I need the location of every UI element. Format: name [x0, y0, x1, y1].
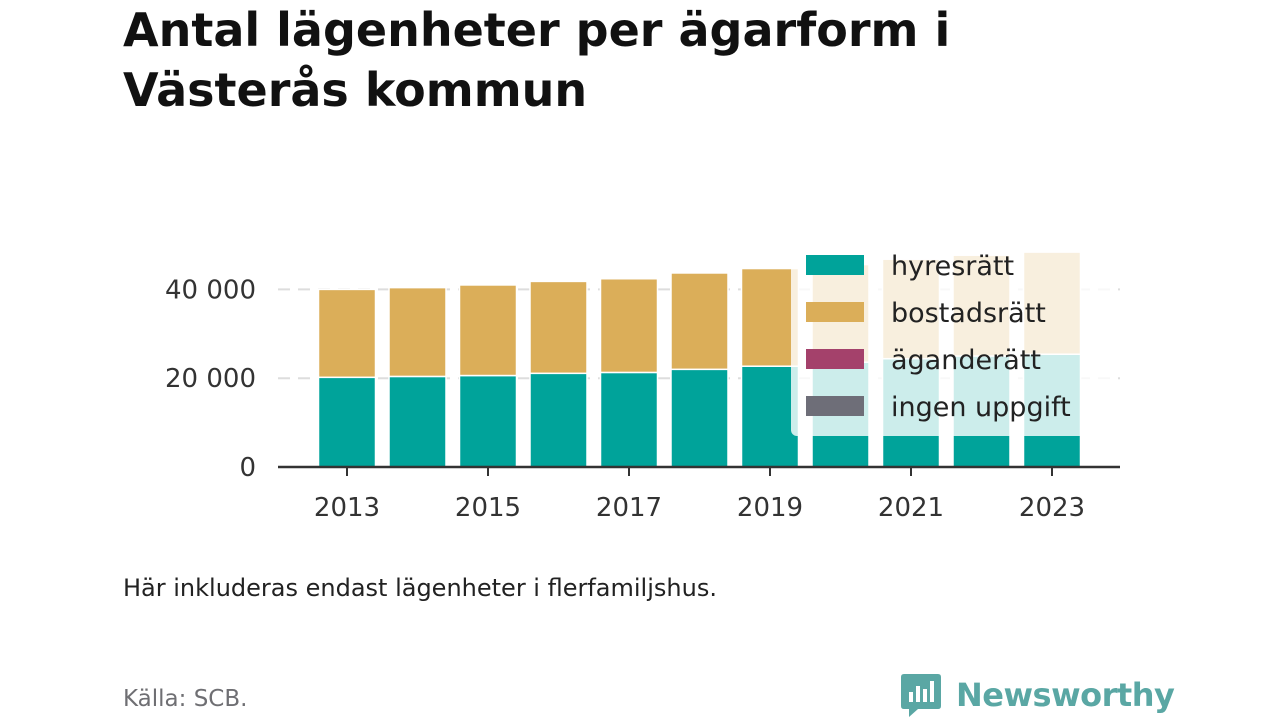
bar-1-2014	[388, 286, 447, 378]
bar-1-2018	[670, 272, 729, 371]
stacked-bar-chart: 0 20 000 40 000 2013 2015 2017 2019 2021 2023 hyr…	[165, 244, 1120, 523]
bar-0-2014	[388, 375, 447, 468]
legend-label: ingen uppgift	[891, 392, 1071, 423]
x-tick-label: 2023	[1019, 493, 1085, 523]
newsworthy-logo-icon	[901, 674, 941, 717]
legend-swatch	[806, 255, 864, 275]
newsworthy-logo: Newsworthy	[900, 670, 1175, 720]
bar-0-2019	[740, 365, 800, 468]
chart-title: Antal lägenheter per ägarform i Västerås…	[123, 3, 951, 117]
bar-0-2015	[458, 374, 518, 468]
bar-1-2016	[529, 280, 588, 375]
x-tick-label: 2017	[596, 493, 662, 523]
legend-swatch	[806, 349, 864, 369]
y-tick-label: 40 000	[165, 275, 256, 305]
bar-0-2018	[670, 368, 729, 468]
bar-1-2015	[458, 284, 518, 377]
newsworthy-logo-text: Newsworthy	[956, 676, 1175, 714]
bar-0-2017	[599, 371, 659, 468]
legend-swatch	[806, 302, 864, 322]
x-tick-label: 2015	[455, 493, 521, 523]
bar-1-2017	[599, 277, 659, 374]
chart-note: Här inkluderas endast lägenheter i flerf…	[123, 574, 717, 602]
legend-label: hyresrätt	[891, 251, 1014, 282]
bar-1-2013	[317, 288, 377, 379]
source-text: Källa: SCB.	[123, 686, 248, 712]
y-tick-label: 0	[239, 453, 256, 483]
y-tick-label: 20 000	[165, 364, 256, 394]
x-tick-label: 2013	[314, 493, 380, 523]
bar-0-2016	[529, 372, 588, 468]
x-tick-label: 2021	[878, 493, 944, 523]
x-tick-label: 2019	[737, 493, 803, 523]
legend-box	[791, 244, 1111, 436]
legend-label: äganderätt	[891, 345, 1041, 376]
bar-0-2013	[317, 376, 377, 468]
bar-1-2019	[740, 267, 800, 367]
legend-label: bostadsrätt	[891, 298, 1046, 329]
legend-swatch	[806, 396, 864, 416]
